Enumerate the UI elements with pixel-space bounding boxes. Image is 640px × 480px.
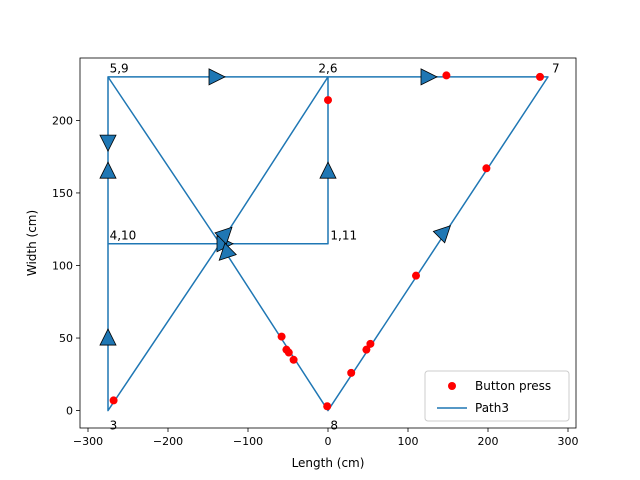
direction-arrow xyxy=(208,68,226,86)
path-annotation: 4,10 xyxy=(110,228,137,242)
y-tick-label: 200 xyxy=(52,114,73,127)
direction-arrow xyxy=(420,68,438,86)
x-tick-label: 0 xyxy=(325,435,332,448)
direction-arrow xyxy=(99,161,117,179)
direction-arrow xyxy=(99,328,117,346)
button-press-point xyxy=(347,368,356,377)
button-press-point xyxy=(536,72,544,81)
path-annotation: 2,6 xyxy=(318,62,337,76)
arrow-layer xyxy=(99,68,451,346)
direction-arrow xyxy=(218,242,237,261)
button-press-point xyxy=(284,348,293,357)
path-annotation: 7 xyxy=(552,62,560,76)
path-line xyxy=(107,76,549,412)
annotation-layer: 5,9 2,6 7 4,10 1,11 3 8 xyxy=(110,62,560,433)
plot-frame xyxy=(79,57,577,429)
legend-label-button-press: Button press xyxy=(475,379,551,393)
button-press-point xyxy=(412,271,420,280)
path-annotation: 3 xyxy=(110,418,118,432)
legend: Button press Path3 xyxy=(424,370,570,422)
path-layer xyxy=(107,76,549,412)
x-tick-label: −300 xyxy=(73,435,103,448)
tick-group: −300 −200 −100 0 100 200 300 0 50 100 150 200 xyxy=(52,114,579,448)
x-tick-label: 300 xyxy=(558,435,579,448)
button-press-point xyxy=(324,96,332,105)
y-axis-label: Width (cm) xyxy=(25,210,39,276)
button-press-point xyxy=(362,345,371,354)
direction-arrow xyxy=(432,225,451,244)
button-press-point xyxy=(323,402,332,411)
button-press-point xyxy=(482,164,491,173)
legend-label-path: Path3 xyxy=(475,401,509,415)
path-annotation: 1,11 xyxy=(330,228,357,242)
path-annotation: 8 xyxy=(330,418,338,432)
x-tick-label: −200 xyxy=(153,435,183,448)
direction-arrow xyxy=(99,134,117,153)
button-press-point xyxy=(442,71,451,80)
button-press-points xyxy=(109,71,544,411)
x-tick-label: 200 xyxy=(478,435,499,448)
path-annotation: 5,9 xyxy=(110,62,129,76)
direction-arrow xyxy=(319,161,337,179)
x-tick-label: −100 xyxy=(233,435,263,448)
y-tick-label: 100 xyxy=(52,259,73,272)
button-press-point xyxy=(289,355,298,364)
y-tick-label: 50 xyxy=(59,332,73,345)
button-press-point xyxy=(109,396,118,405)
y-tick-label: 0 xyxy=(66,405,73,418)
x-axis-label: Length (cm) xyxy=(292,456,365,470)
direction-arrow xyxy=(214,226,233,245)
y-tick-label: 150 xyxy=(52,187,73,200)
x-tick-label: 100 xyxy=(398,435,419,448)
button-press-point xyxy=(277,332,286,341)
legend-marker-button-press xyxy=(448,382,456,390)
button-press-point xyxy=(366,339,375,348)
